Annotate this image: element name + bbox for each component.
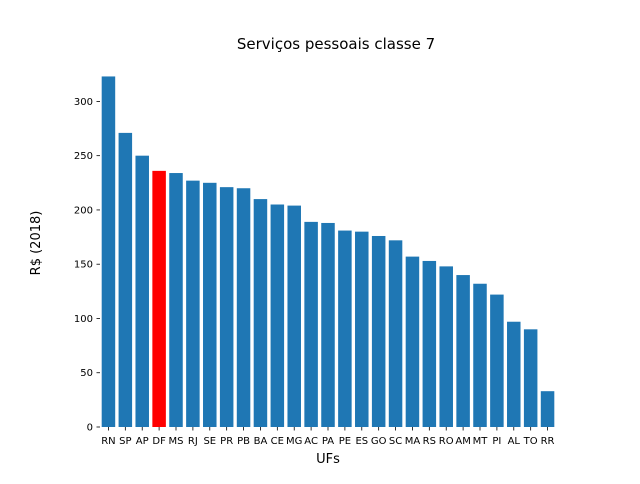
x-tick-label: PB — [237, 436, 250, 447]
x-tick-label: ES — [355, 436, 368, 447]
x-tick-label: MT — [473, 436, 489, 447]
y-tick-label: 50 — [80, 368, 93, 379]
bar-ms — [169, 173, 183, 427]
bar-pa — [321, 222, 335, 427]
bar-pb — [236, 188, 251, 427]
x-tick-label: DF — [152, 436, 166, 447]
bar-ce — [270, 204, 285, 427]
bar-ba — [253, 199, 268, 427]
bar-sp — [118, 132, 133, 427]
x-tick-label: MA — [405, 436, 421, 447]
y-axis: 0 50 100 150 200 250 300 — [74, 97, 100, 434]
x-tick-label: SC — [389, 436, 402, 447]
bar-df — [152, 170, 166, 427]
bar-pi — [490, 294, 504, 427]
x-tick-label: RS — [423, 436, 436, 447]
x-tick-label: PA — [322, 436, 334, 447]
x-tick-label: AC — [304, 436, 318, 447]
x-tick-label: RO — [439, 436, 454, 447]
y-tick-label: 100 — [74, 314, 93, 325]
y-tick-label: 250 — [74, 151, 93, 162]
bar-pr — [219, 187, 234, 427]
bar-rn — [101, 76, 116, 427]
x-tick-label: AP — [136, 436, 149, 447]
x-tick-label: GO — [371, 436, 387, 447]
y-axis-label: R$ (2018) — [29, 211, 44, 276]
x-axis-label: UFs — [316, 452, 340, 467]
x-tick-label: AM — [455, 436, 470, 447]
bars-group — [101, 76, 555, 427]
x-tick-label: AL — [508, 436, 521, 447]
chart-title: Serviços pessoais classe 7 — [237, 35, 435, 53]
bar-ro — [439, 266, 453, 427]
x-tick-label: PI — [492, 436, 501, 447]
y-tick-label: 0 — [87, 423, 93, 434]
y-tick-label: 150 — [74, 260, 93, 271]
bar-ap — [135, 155, 149, 427]
bar-mg — [287, 205, 301, 427]
bar-mt — [473, 283, 487, 427]
x-tick-label: MG — [286, 436, 302, 447]
bar-al — [507, 321, 521, 427]
bar-am — [456, 275, 470, 427]
x-tick-label: BA — [254, 436, 268, 447]
x-axis: RN SP AP DF MS RJ SE PR PB BA CE MG AC PA PE ES GO SC MA RS… — [101, 427, 555, 447]
y-tick-label: 200 — [74, 205, 93, 216]
x-tick-label: RJ — [188, 436, 198, 447]
bar-ma — [405, 256, 420, 427]
y-tick-label: 300 — [74, 97, 93, 108]
bar-ac — [304, 221, 318, 427]
x-tick-label: MS — [169, 436, 184, 447]
bar-se — [203, 182, 217, 427]
bar-go — [371, 235, 386, 427]
x-tick-label: RR — [541, 436, 555, 447]
x-tick-label: PE — [339, 436, 351, 447]
bar-to — [523, 329, 538, 427]
x-tick-label: RN — [101, 436, 115, 447]
bar-sc — [388, 240, 403, 427]
bar-rs — [422, 260, 437, 427]
x-tick-label: SP — [119, 436, 131, 447]
bar-es — [355, 231, 369, 427]
x-tick-label: TO — [523, 436, 538, 447]
x-tick-label: PR — [220, 436, 233, 447]
x-tick-label: SE — [203, 436, 216, 447]
bar-pe — [338, 230, 352, 427]
bar-rr — [540, 391, 555, 427]
bar-rj — [186, 180, 200, 427]
x-tick-label: CE — [271, 436, 284, 447]
